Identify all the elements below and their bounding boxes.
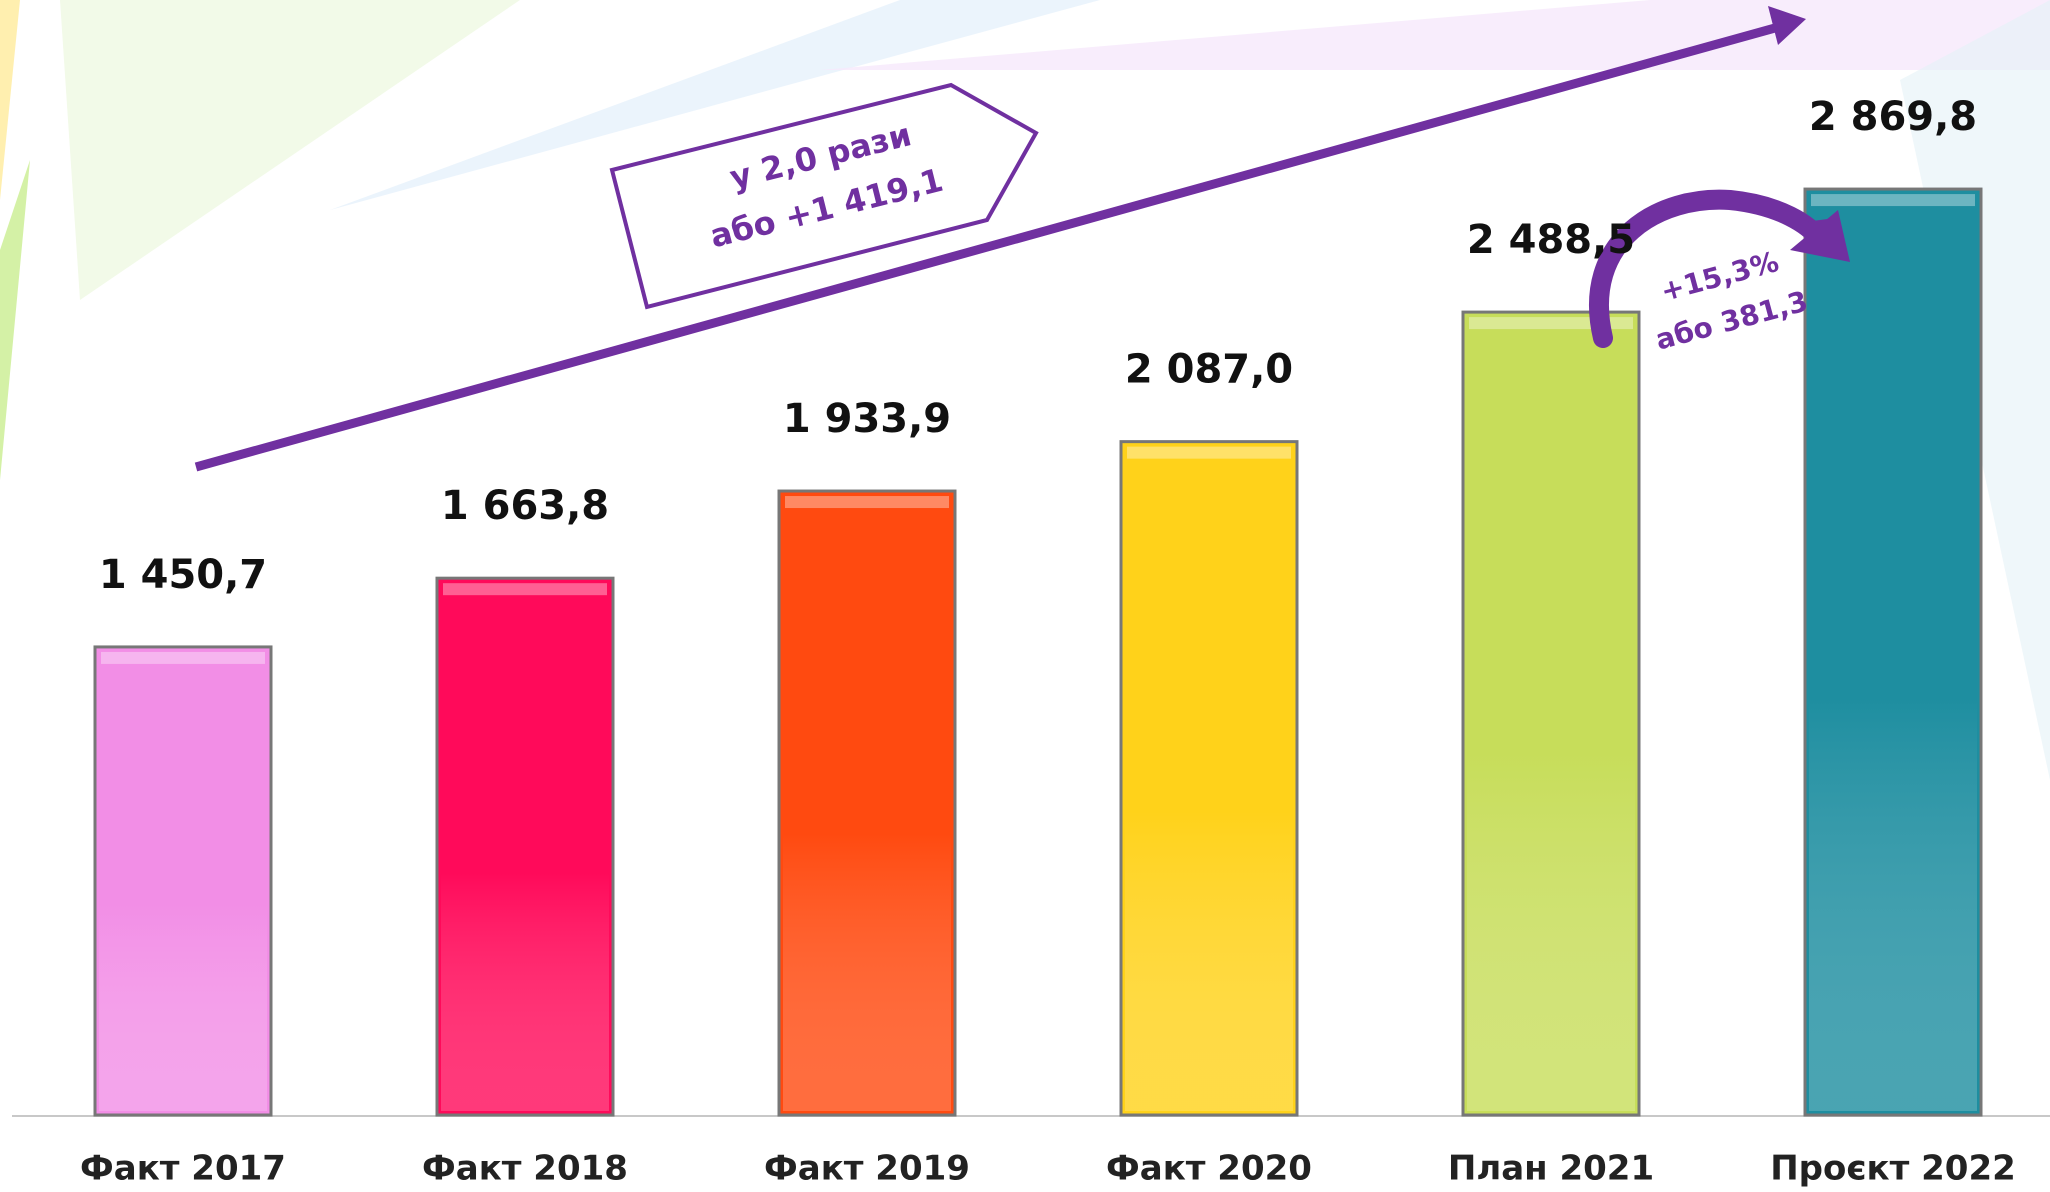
x-tick-label: Факт 2017 (80, 1149, 286, 1189)
bar-top-bevel (443, 583, 607, 596)
value-label: 2 087,0 (1125, 347, 1293, 393)
trend-arrow: у 2,0 рази або +1 419,1 (194, 6, 1806, 472)
bar-top-bevel (1127, 446, 1291, 459)
bars (93, 187, 1983, 1117)
value-label: 1 663,8 (441, 483, 609, 529)
x-tick-label: Факт 2019 (764, 1149, 970, 1189)
bar-sheen (1809, 193, 1977, 1111)
value-label: 2 869,8 (1809, 94, 1977, 140)
bar-sheen (1125, 445, 1293, 1111)
value-label: 2 488,5 (1467, 217, 1635, 263)
x-tick-label: Факт 2020 (1106, 1149, 1312, 1189)
bar-sheen (783, 495, 951, 1112)
x-tick-label: План 2021 (1448, 1149, 1654, 1189)
bar-sheen (1467, 316, 1635, 1112)
value-label: 1 933,9 (783, 396, 951, 442)
bar-sheen (441, 582, 609, 1111)
x-tick-label: Факт 2018 (422, 1149, 628, 1189)
x-tick-label: Проєкт 2022 (1770, 1149, 2016, 1189)
bar-sheen (99, 650, 267, 1111)
bar-top-bevel (101, 651, 265, 664)
bar-top-bevel (1811, 194, 1975, 207)
value-label: 1 450,7 (99, 552, 267, 598)
background (0, 0, 2050, 780)
bar-top-bevel (785, 496, 949, 509)
